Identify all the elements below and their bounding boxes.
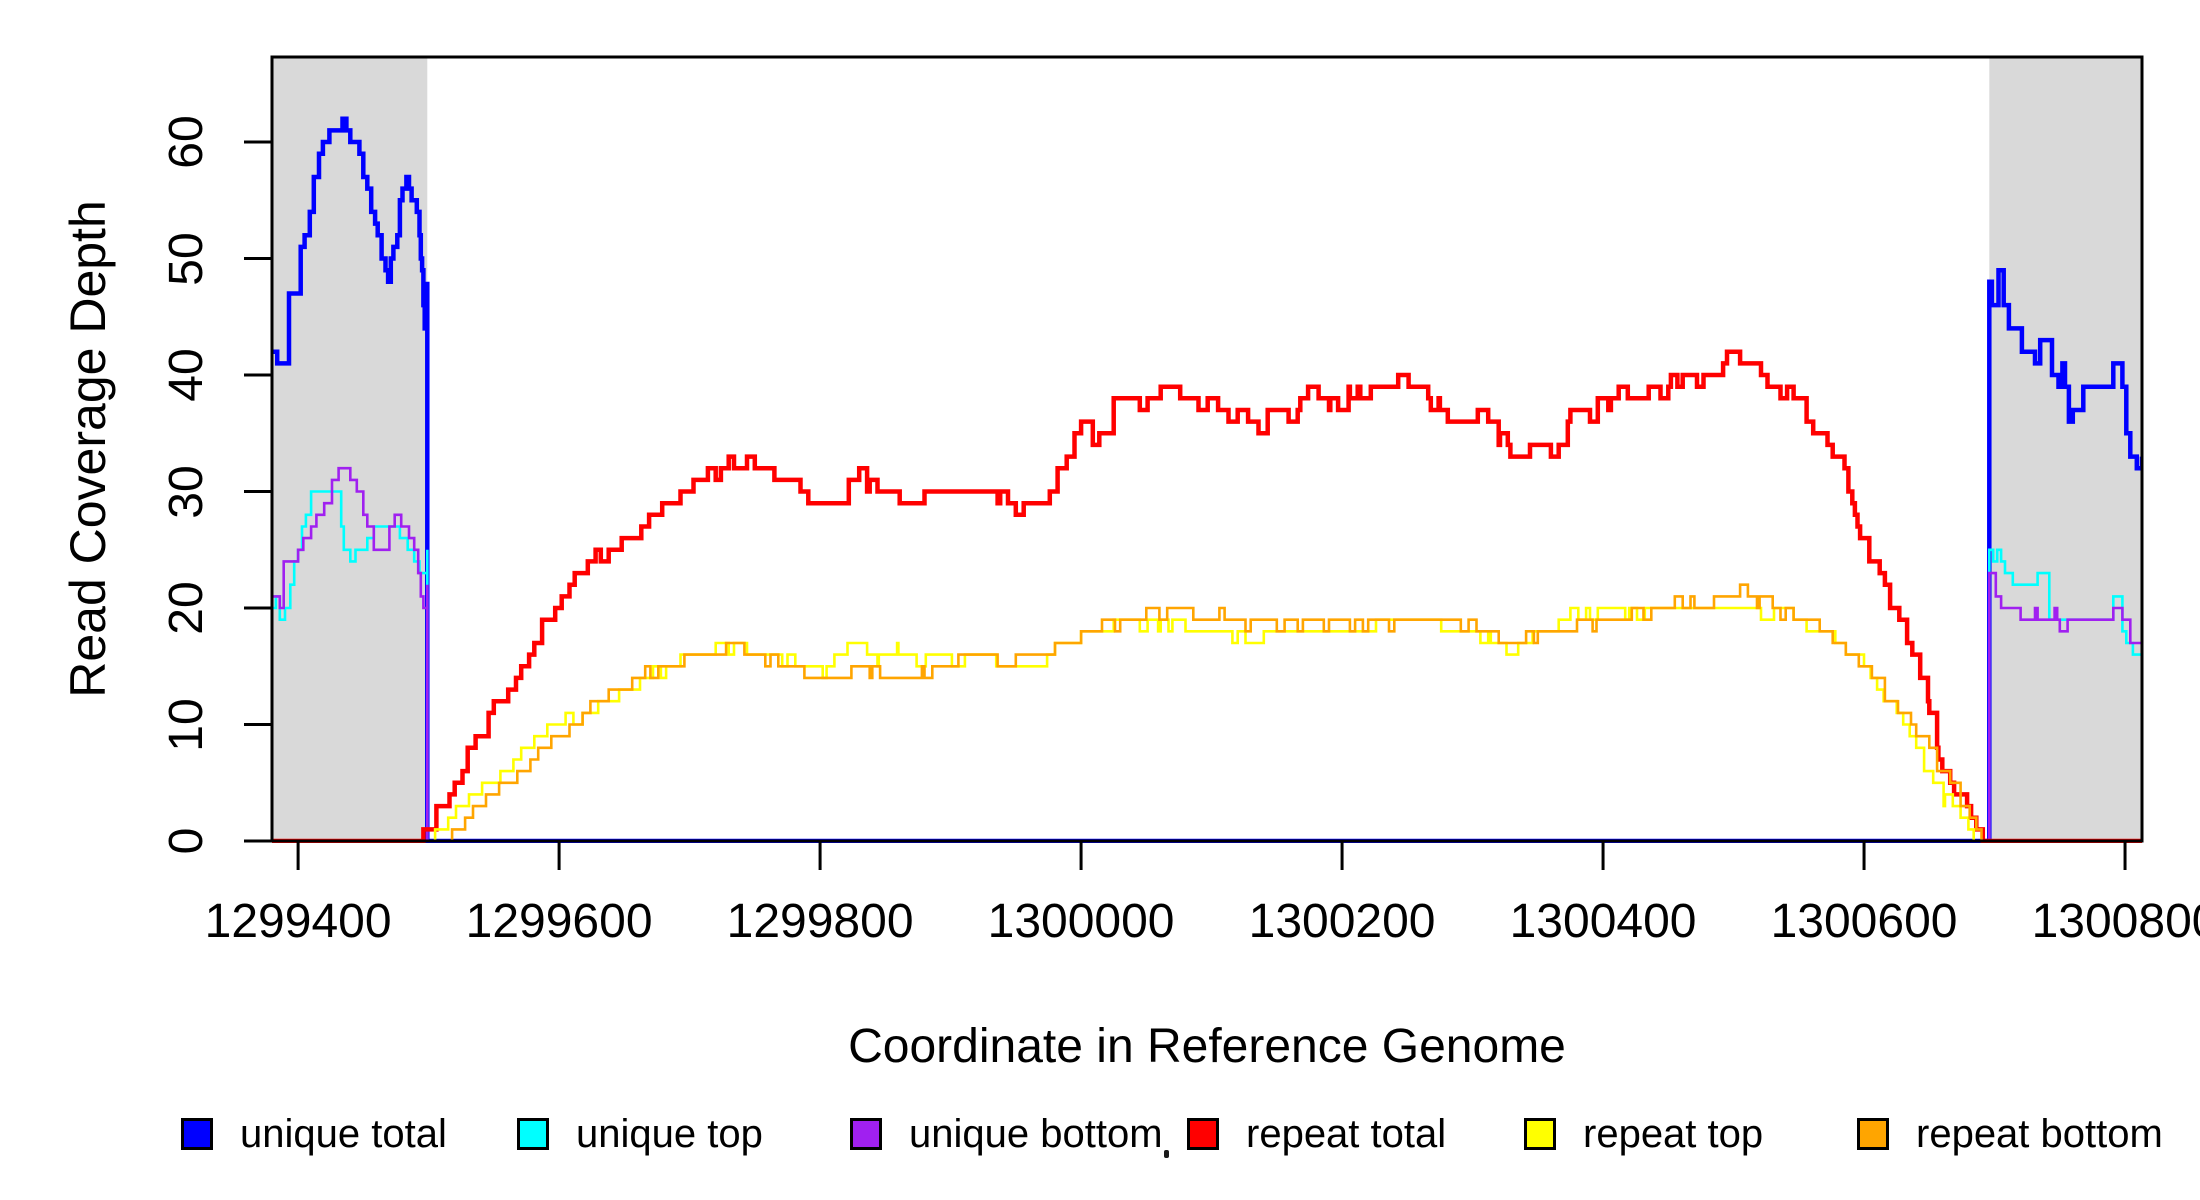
legend-label: repeat top (1583, 1112, 1764, 1156)
series-repeat-top (272, 606, 2142, 843)
series-repeat-total (272, 349, 2142, 843)
x-tick-label: 1299800 (726, 895, 914, 948)
legend-swatch-icon (181, 1118, 213, 1150)
shaded-region (1989, 57, 2142, 841)
x-tick-label: 1300000 (987, 895, 1175, 948)
x-tick-label: 1299400 (204, 895, 392, 948)
legend-label: repeat bottom (1916, 1112, 2163, 1156)
shaded-region (272, 57, 428, 841)
x-tick-label: 1300800 (2031, 895, 2200, 948)
legend-label: unique top (576, 1112, 763, 1156)
x-axis-title: Coordinate in Reference Genome (848, 1020, 1566, 1073)
series-unique-total (272, 116, 2143, 843)
legend-swatch-icon (1857, 1118, 1889, 1150)
x-tick-label: 1300600 (1770, 895, 1958, 948)
plot-box (270, 55, 2144, 843)
legend-label: repeat total (1246, 1112, 1447, 1156)
legend-swatch-icon (850, 1118, 882, 1150)
stray-mark (1164, 1150, 1169, 1158)
y-tick-label: 60 (160, 115, 213, 169)
legend-swatch-icon (517, 1118, 549, 1150)
x-tick-label: 1300400 (1509, 895, 1697, 948)
legend-swatch-icon (1524, 1118, 1556, 1150)
legend-label: unique total (240, 1112, 447, 1156)
series-unique-bottom (272, 466, 2142, 843)
legend-swatch-icon (1187, 1118, 1219, 1150)
y-axis-title: Read Coverage Depth (60, 200, 116, 698)
series-repeat-bottom (272, 583, 2142, 843)
legend-label: unique bottom (909, 1112, 1163, 1156)
x-tick-label: 1300200 (1248, 895, 1436, 948)
x-tick-label: 1299600 (465, 895, 653, 948)
